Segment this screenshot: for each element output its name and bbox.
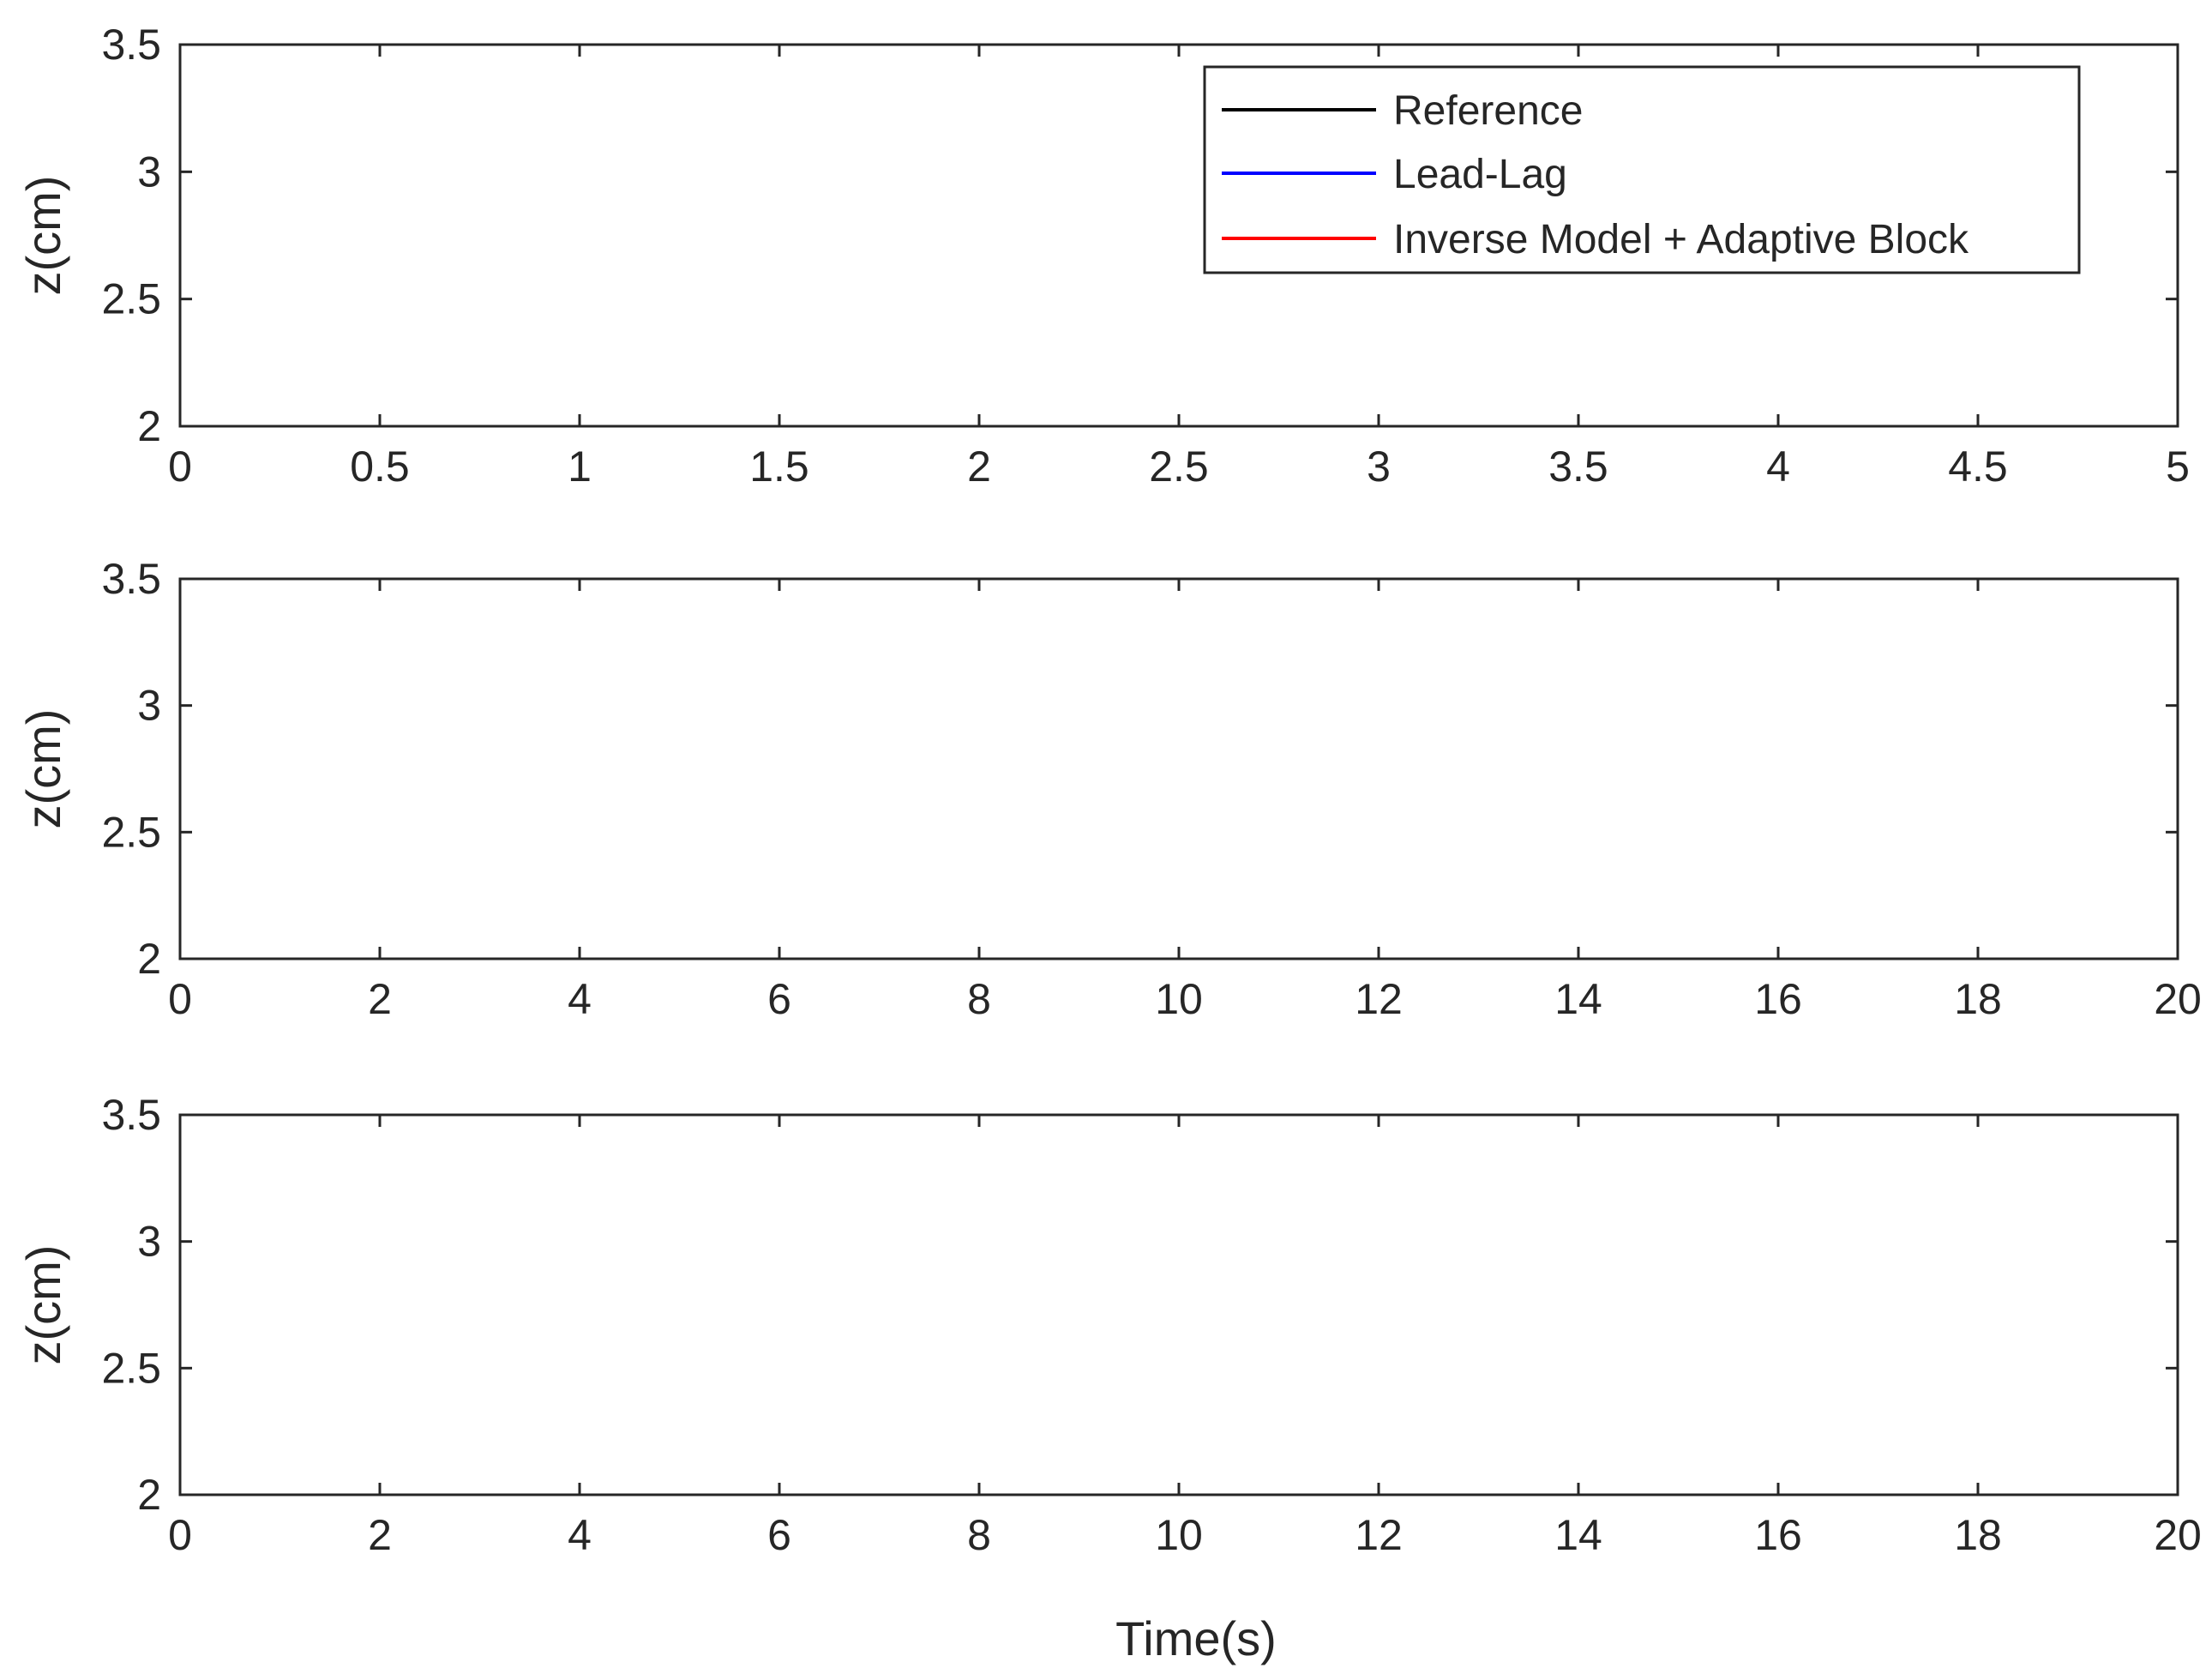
y-tick-label: 2.5 — [101, 275, 161, 323]
x-tick-label: 2 — [368, 975, 392, 1023]
x-tick-label: 10 — [1155, 975, 1203, 1023]
y-tick-label: 2 — [137, 935, 161, 983]
x-tick-label: 0 — [168, 1511, 192, 1559]
x-tick-label: 4 — [568, 975, 592, 1023]
x-tick-label: 14 — [1554, 1511, 1602, 1559]
y-tick-label: 2.5 — [101, 808, 161, 856]
x-tick-label: 2 — [368, 1511, 392, 1559]
y-axis-label: z(cm) — [16, 176, 70, 296]
x-tick-label: 8 — [967, 975, 991, 1023]
y-tick-label: 3.5 — [101, 1091, 161, 1139]
legend-label-lead-lag: Lead-Lag — [1393, 152, 1567, 197]
y-tick-label: 3 — [137, 1218, 161, 1266]
x-axis-label: Time(s) — [1115, 1611, 1277, 1665]
y-tick-label: 3 — [137, 682, 161, 730]
y-axis-label: z(cm) — [16, 709, 70, 829]
x-tick-label: 20 — [2154, 975, 2202, 1023]
x-tick-label: 3.5 — [1548, 443, 1608, 491]
x-tick-label: 16 — [1754, 1511, 1802, 1559]
y-tick-label: 2 — [137, 402, 161, 450]
legend-label-inverse-adaptive: Inverse Model + Adaptive Block — [1393, 217, 1969, 262]
x-tick-label: 20 — [2154, 1511, 2202, 1559]
x-tick-label: 0 — [168, 443, 192, 491]
x-tick-label: 4 — [1766, 443, 1790, 491]
x-tick-label: 18 — [1954, 1511, 2002, 1559]
x-tick-label: 0 — [168, 975, 192, 1023]
x-tick-label: 8 — [967, 1511, 991, 1559]
y-tick-label: 3.5 — [101, 555, 161, 603]
x-tick-label: 1 — [568, 443, 592, 491]
x-tick-label: 4 — [568, 1511, 592, 1559]
x-tick-label: 0.5 — [350, 443, 410, 491]
x-tick-label: 2 — [967, 443, 991, 491]
x-tick-label: 5 — [2166, 443, 2190, 491]
y-tick-label: 2.5 — [101, 1344, 161, 1392]
axes-frame — [178, 1113, 2179, 1496]
x-tick-label: 3 — [1367, 443, 1391, 491]
x-tick-label: 2.5 — [1149, 443, 1209, 491]
x-tick-label: 6 — [767, 975, 791, 1023]
axes-frame — [178, 577, 2179, 960]
x-tick-label: 12 — [1355, 975, 1403, 1023]
legend: Reference Lead-Lag Inverse Model + Adapt… — [1203, 65, 2081, 274]
x-tick-label: 16 — [1754, 975, 1802, 1023]
x-tick-label: 14 — [1554, 975, 1602, 1023]
x-tick-label: 4.5 — [1948, 443, 2008, 491]
y-axis-label: z(cm) — [16, 1245, 70, 1365]
x-tick-label: 12 — [1355, 1511, 1403, 1559]
legend-label-reference: Reference — [1393, 88, 1583, 134]
x-tick-label: 10 — [1155, 1511, 1203, 1559]
y-tick-label: 3.5 — [101, 21, 161, 69]
y-tick-label: 2 — [137, 1471, 161, 1519]
y-tick-label: 3 — [137, 148, 161, 196]
x-tick-label: 18 — [1954, 975, 2002, 1023]
x-tick-label: 6 — [767, 1511, 791, 1559]
x-tick-label: 1.5 — [749, 443, 809, 491]
